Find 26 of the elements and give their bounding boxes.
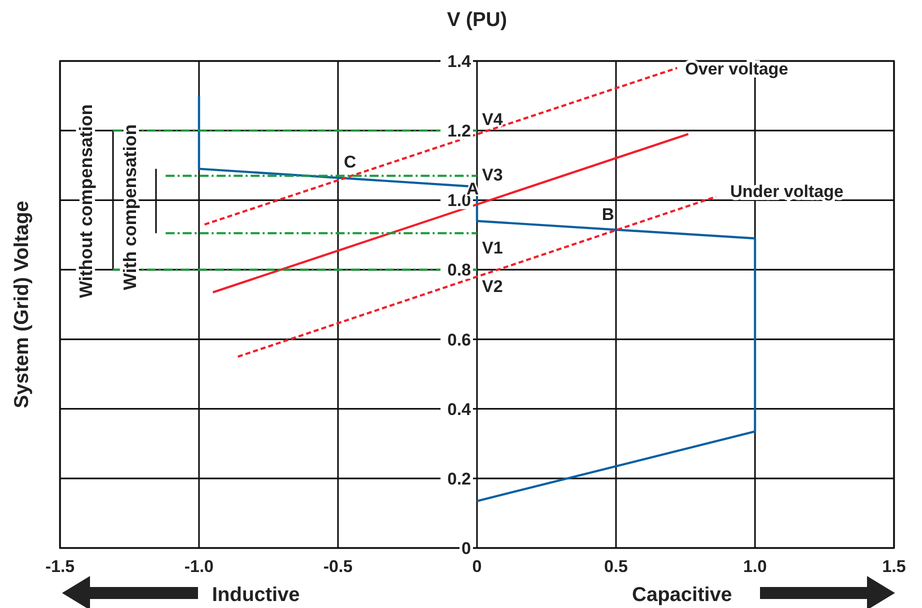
y-tick-label: 0.6 [447, 330, 471, 350]
y-tick-label: 0 [462, 539, 471, 558]
x-tick-label: -1.5 [45, 557, 75, 576]
chart-title: V (PU) [447, 9, 507, 31]
text: Inductive [212, 584, 300, 606]
x-tick-label: 1.5 [882, 557, 906, 576]
annotation: V4 [482, 110, 504, 130]
annotation: V3 [482, 165, 503, 184]
y-axis-title: System (Grid) Voltage [11, 200, 33, 408]
annotation: With compensation [120, 124, 140, 290]
x-tick-label: 0.5 [604, 557, 628, 576]
text: Capacitive [632, 584, 732, 606]
annotation: Without compensation [76, 104, 96, 298]
x-tick-label: -1.0 [184, 557, 214, 576]
annotation: V2 [482, 277, 503, 296]
line-series [476, 196, 756, 502]
annotation: C [344, 152, 356, 172]
annotation: V1 [482, 238, 503, 258]
annotation: B [602, 204, 614, 224]
y-tick-label: 0.2 [447, 469, 471, 488]
x-tick-label: -0.5 [323, 557, 353, 576]
y-tick-label: 0.8 [447, 260, 471, 280]
y-tick-label: 1.2 [447, 122, 471, 141]
y-tick-label: 1.4 [447, 52, 472, 71]
y-tick-label: 0.4 [447, 400, 472, 419]
x-tick-label: 1.0 [743, 557, 767, 576]
